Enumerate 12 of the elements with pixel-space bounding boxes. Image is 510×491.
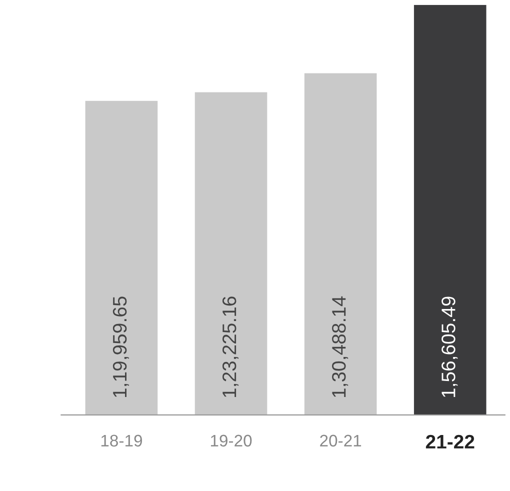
data-label: 1,23,225.16 [222,296,239,398]
x-tick-label: 18-19 [101,434,142,447]
bar [85,100,158,415]
bar [194,92,268,415]
x-tick-label: 19-20 [210,434,252,447]
x-tick-label: 21-22 [426,434,474,448]
bar [304,73,377,415]
data-label: 1,30,488.14 [332,296,348,398]
data-label: 1,19,959.65 [112,296,129,398]
x-tick-label: 20-21 [320,434,362,447]
bar [414,4,486,415]
data-label: 1,56,605.49 [442,296,458,398]
